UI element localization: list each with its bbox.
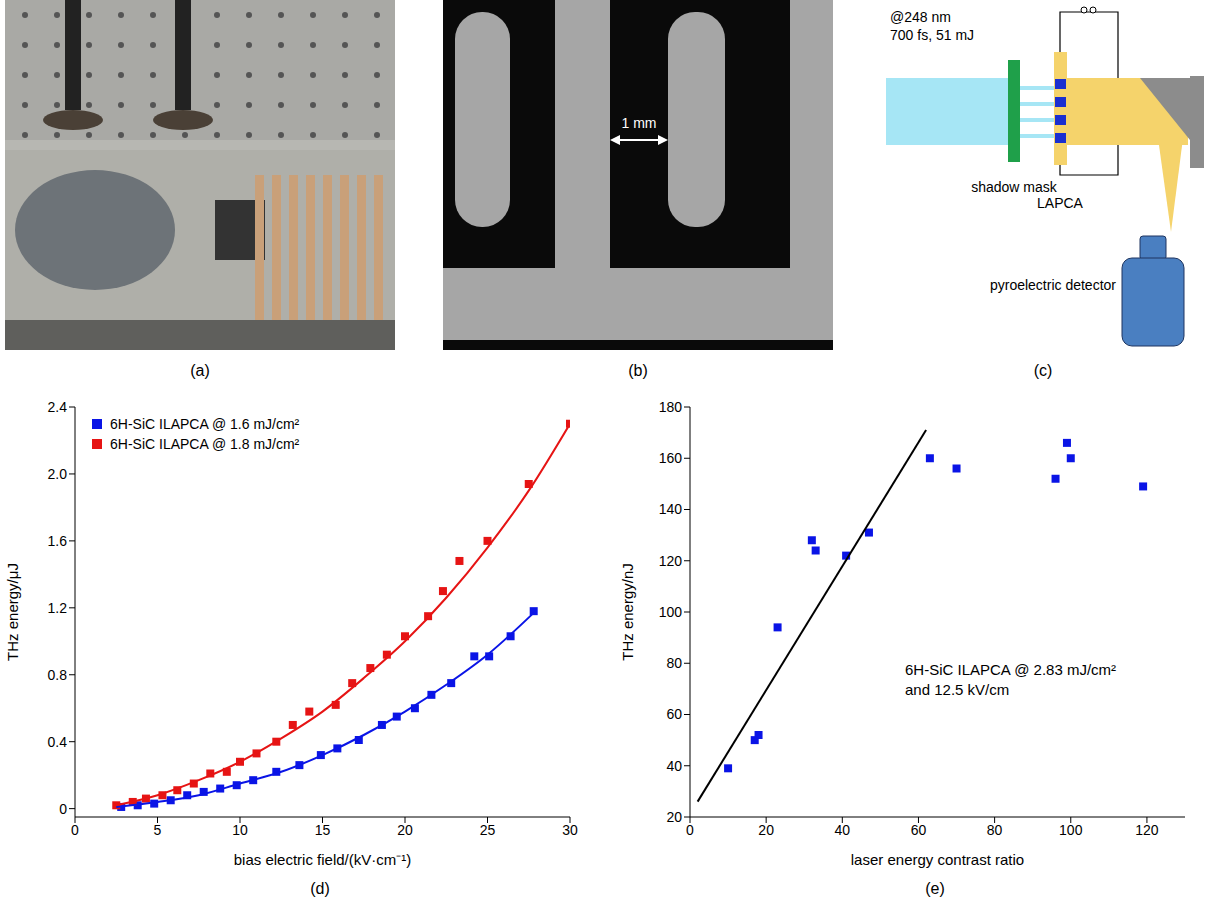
svg-text:10: 10 (232, 822, 248, 838)
svg-text:20: 20 (758, 822, 774, 838)
svg-text:bias electric field/(kV·cm⁻¹): bias electric field/(kV·cm⁻¹) (234, 851, 412, 868)
svg-text:40: 40 (666, 758, 682, 774)
html-text:6H-SiC ILAPCA @ 1.6 mJ/cm²: 6H-SiC ILAPCA @ 1.6 mJ/cm² (110, 416, 300, 432)
svg-text:THz energy/nJ: THz energy/nJ (619, 563, 636, 661)
svg-text:1.2: 1.2 (48, 600, 68, 616)
svg-text:2.4: 2.4 (48, 399, 68, 415)
html-text:(c): (c) (1033, 362, 1053, 379)
html-text:(b): (b) (628, 362, 648, 379)
svg-text:100: 100 (1059, 822, 1083, 838)
svg-text:laser energy contrast ratio: laser energy contrast ratio (851, 851, 1024, 868)
svg-text:120: 120 (659, 553, 683, 569)
html-text:(d): (d) (310, 880, 330, 897)
svg-text:0: 0 (686, 822, 694, 838)
svg-text:0.8: 0.8 (48, 667, 68, 683)
svg-text:120: 120 (1135, 822, 1159, 838)
svg-text:80: 80 (666, 655, 682, 671)
svg-text:80: 80 (987, 822, 1003, 838)
svg-text:2.0: 2.0 (48, 466, 68, 482)
html-text:and 12.5 kV/cm: and 12.5 kV/cm (905, 681, 1010, 698)
svg-text:30: 30 (562, 822, 578, 838)
svg-text:0: 0 (59, 801, 67, 817)
svg-text:60: 60 (666, 706, 682, 722)
svg-text:0.4: 0.4 (48, 734, 68, 750)
html-text:(e): (e) (925, 880, 945, 897)
html-text:(a): (a) (190, 362, 210, 379)
svg-text:15: 15 (315, 822, 331, 838)
svg-text:0: 0 (71, 822, 79, 838)
svg-text:40: 40 (835, 822, 851, 838)
svg-text:shadow mask: shadow mask (971, 179, 1058, 195)
html-text:6H-SiC ILAPCA @ 2.83 mJ/cm²: 6H-SiC ILAPCA @ 2.83 mJ/cm² (905, 661, 1117, 678)
svg-text:THz energy/μJ: THz energy/μJ (4, 563, 21, 661)
svg-text:160: 160 (659, 450, 683, 466)
svg-text:140: 140 (659, 501, 683, 517)
svg-text:25: 25 (480, 822, 496, 838)
svg-text:5: 5 (154, 822, 162, 838)
svg-text:60: 60 (911, 822, 927, 838)
svg-text:20: 20 (397, 822, 413, 838)
svg-text:700 fs, 51 mJ: 700 fs, 51 mJ (890, 27, 974, 43)
svg-text:180: 180 (659, 399, 683, 415)
html-text:6H-SiC ILAPCA @ 1.8 mJ/cm²: 6H-SiC ILAPCA @ 1.8 mJ/cm² (110, 436, 300, 452)
svg-text:100: 100 (659, 604, 683, 620)
svg-text:20: 20 (666, 809, 682, 825)
svg-text:@248 nm: @248 nm (890, 9, 951, 25)
svg-text:1 mm: 1 mm (622, 115, 657, 131)
svg-text:1.6: 1.6 (48, 533, 68, 549)
svg-text:pyroelectric detector: pyroelectric detector (990, 277, 1116, 293)
svg-text:LAPCA: LAPCA (1037, 195, 1084, 211)
